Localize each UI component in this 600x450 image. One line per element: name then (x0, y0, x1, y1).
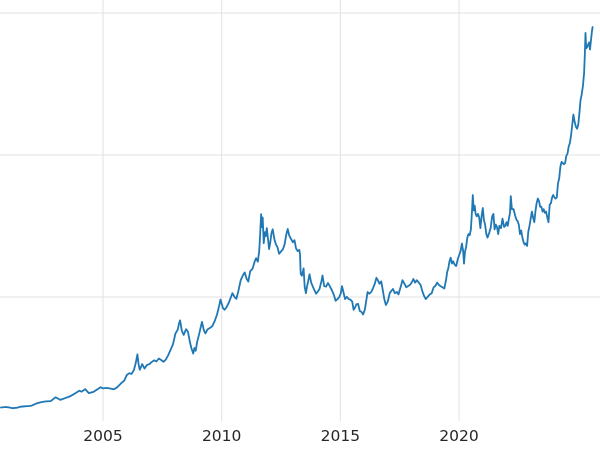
x-tick-label: 2020 (439, 427, 478, 445)
x-tick-label: 2015 (321, 427, 360, 445)
x-tick-label: 2010 (202, 427, 241, 445)
x-tick-label: 2005 (83, 427, 122, 445)
price-line (0, 26, 594, 410)
